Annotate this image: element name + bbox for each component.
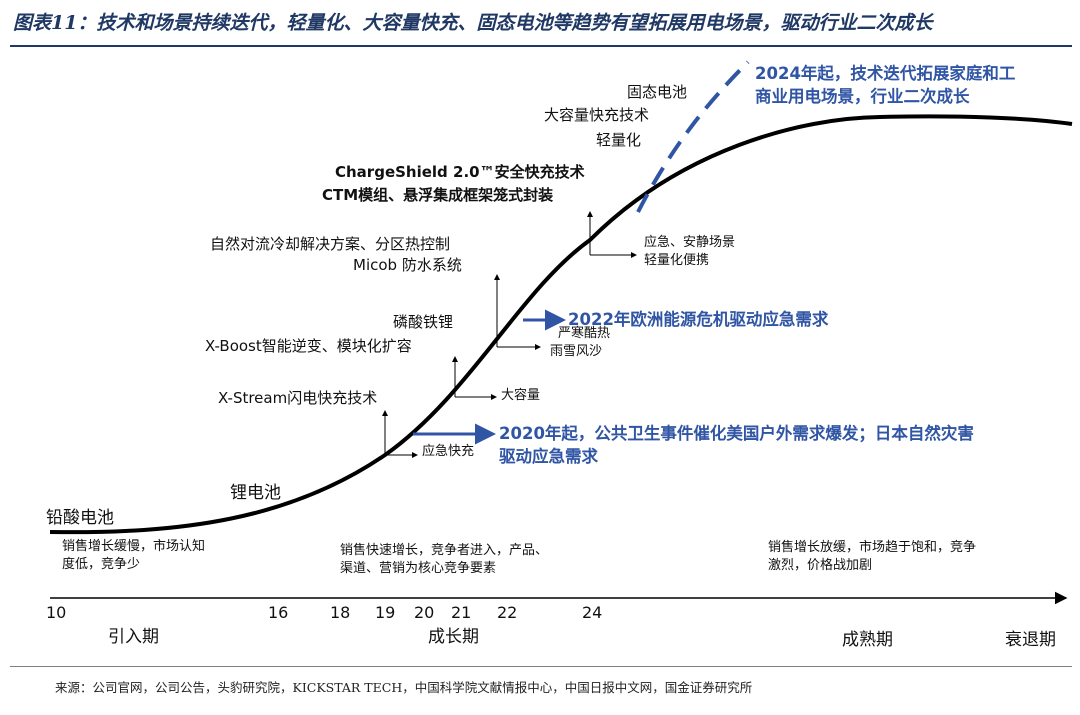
tech-chargeshield: ChargeShield 2.0™安全快充技术 [335,163,585,181]
stage-note-intro-line1: 销售增长缓慢，市场认知 [62,539,206,554]
second-growth-dashed-trend [636,60,750,213]
label-lead-acid-battery: 铅酸电池 [46,508,114,528]
callout-2020-line2: 驱动应急需求 [499,447,598,466]
year-label: 18 [330,603,351,622]
scenario-harsh-line1: 严寒酷热 [558,326,611,341]
tech-xstream: X-Stream闪电快充技术 [218,389,378,407]
callout-2024-line1: 2024年起，技术迭代拓展家庭和工 [755,64,1016,83]
callout-2020-line1: 2020年起，公共卫生事件催化美国户外需求爆发；日本自然灾害 [499,424,974,443]
stage-note-mature-line1: 销售增长放缓，市场趋于饱和，竞争 [768,540,977,555]
scenario-quiet-line1: 应急、安静场景 [644,235,736,250]
tech-lightweight: 轻量化 [596,131,642,149]
tech-arrow-2020 [382,410,418,458]
period-mature: 成熟期 [842,630,893,650]
year-label: 21 [451,603,472,622]
stage-note-growth-line2: 渠道、营销为核心竞争要素 [340,561,497,576]
scenario-quiet-line2: 轻量化便携 [644,253,710,268]
tech-solid-state: 固态电池 [627,83,688,101]
source-note: 来源：公司官网，公司公告，头豹研究院，KICKSTAR TECH，中国科学院文献… [55,680,753,695]
callout-2022: 2022年欧洲能源危机驱动应急需求 [568,310,829,329]
year-label: 20 [414,603,435,622]
scenario-harsh-line2: 雨雪风沙 [550,344,603,359]
title-divider [10,45,1072,47]
lifecycle-curve [49,114,1073,535]
year-label: 24 [582,603,603,622]
figure-title: 图表11：技术和场景持续迭代，轻量化、大容量快充、固态电池等趋势有望拓展用电场景… [13,12,933,34]
source-divider [10,666,1072,667]
year-label: 22 [497,603,518,622]
stage-note-growth-line1: 销售快速增长，竞争者进入，产品、 [340,543,549,558]
tech-large-fast-charge: 大容量快充技术 [544,106,650,124]
tech-micob: Micob 防水系统 [353,256,462,274]
tech-cooling: 自然对流冷却解决方案、分区热控制 [210,235,451,253]
year-label: 16 [268,603,289,622]
scenario-large-capacity: 大容量 [501,388,541,403]
tech-arrow-2021 [452,356,497,400]
tech-arrow-2024 [587,211,637,258]
tech-ctm: CTM模组、悬浮集成框架笼式封装 [322,186,554,204]
tech-arrow-2022 [494,274,541,350]
period-intro: 引入期 [108,627,159,647]
label-lithium-battery: 锂电池 [230,483,281,503]
stage-note-mature-line2: 激烈，价格战加剧 [768,558,873,573]
year-label: 19 [375,603,396,622]
period-decline: 衰退期 [1005,630,1056,650]
year-label: 10 [46,603,67,622]
stage-note-intro-line2: 度低，竞争少 [62,557,141,572]
scenario-emergency-fast-charge: 应急快充 [422,444,475,459]
tech-xboost: X-Boost智能逆变、模块化扩容 [205,337,412,355]
period-growth: 成长期 [428,627,479,647]
tech-lfp: 磷酸铁锂 [393,313,454,331]
callout-2024-line2: 商业用电场景，行业二次成长 [755,87,970,106]
